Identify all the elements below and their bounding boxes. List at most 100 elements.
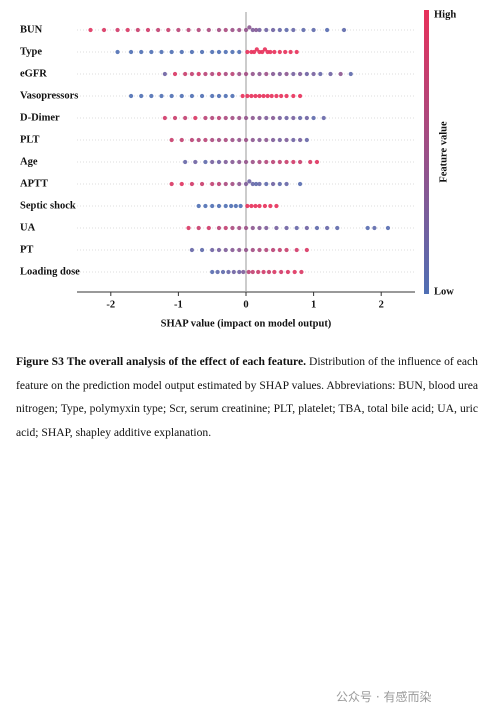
shap-point (193, 115, 198, 121)
shap-point (179, 137, 184, 143)
shap-point (250, 159, 255, 165)
shap-point (256, 269, 261, 275)
shap-point (101, 27, 107, 33)
feature-label: Vasopressors (20, 90, 78, 101)
shap-point (250, 115, 255, 121)
shap-point (237, 137, 242, 143)
shap-point (210, 71, 215, 77)
feature-label: PLT (20, 134, 39, 145)
shap-point (283, 49, 288, 55)
shap-point (240, 93, 245, 99)
shap-point (216, 181, 222, 187)
shap-point (210, 269, 215, 275)
shap-point (253, 93, 258, 99)
shap-point (311, 115, 316, 121)
shap-point (88, 27, 93, 33)
shap-point (237, 27, 242, 33)
shap-point (172, 71, 178, 77)
shap-point (260, 49, 265, 55)
shap-point (210, 159, 215, 165)
colorbar-label: Feature value (438, 121, 449, 183)
shap-point (254, 47, 259, 52)
shap-point (249, 93, 254, 99)
shap-point (277, 181, 282, 187)
shap-point (176, 27, 181, 33)
shap-point (270, 115, 276, 121)
shap-point (210, 181, 215, 187)
shap-point (264, 225, 269, 231)
shap-point (115, 49, 120, 55)
shap-point (304, 137, 309, 143)
shap-point (199, 49, 205, 55)
x-tick-label: 2 (379, 299, 384, 310)
shap-point (262, 47, 268, 52)
shap-point (284, 137, 289, 143)
shap-point (230, 71, 235, 77)
shap-point (277, 159, 282, 165)
shap-point (270, 71, 276, 77)
shap-point (230, 27, 235, 33)
shap-point (253, 203, 258, 209)
shap-point (257, 115, 262, 121)
shap-point (203, 137, 208, 143)
feature-label: Age (20, 156, 38, 167)
x-tick-label: 1 (311, 299, 316, 310)
shap-point (272, 49, 277, 55)
shap-point (156, 27, 161, 33)
shap-point (189, 181, 195, 187)
shap-point (277, 115, 282, 121)
shap-point (115, 27, 120, 33)
shap-point (279, 93, 284, 99)
shap-point (172, 115, 178, 121)
shap-point (230, 137, 235, 143)
shap-point (196, 225, 201, 231)
shap-point (183, 159, 188, 165)
shap-point (231, 269, 236, 275)
shap-point (145, 27, 151, 33)
shap-point (189, 93, 195, 99)
shap-point (321, 115, 326, 121)
shap-point (223, 27, 228, 33)
shap-point (243, 27, 249, 33)
shap-point (292, 269, 297, 275)
x-axis-label: SHAP value (impact on model output) (161, 318, 332, 329)
shap-point (193, 159, 198, 165)
shap-point (270, 27, 276, 33)
shap-point (206, 27, 211, 33)
shap-point (189, 49, 195, 55)
shap-point (269, 93, 274, 99)
shap-point (216, 159, 222, 165)
shap-point (261, 269, 266, 275)
shap-point (294, 225, 299, 231)
shap-point (210, 49, 215, 55)
shap-point (250, 247, 255, 253)
shap-point (229, 203, 234, 209)
shap-point (196, 71, 201, 77)
colorbar-low: Low (434, 286, 454, 297)
shap-point (297, 93, 303, 99)
shap-point (230, 93, 235, 99)
shap-point (265, 93, 270, 99)
shap-point (262, 203, 268, 209)
shap-point (162, 71, 167, 77)
feature-label: Type (20, 46, 42, 57)
shap-point (159, 49, 164, 55)
shap-point (149, 49, 154, 55)
shap-point (139, 49, 144, 55)
shap-point (279, 269, 284, 275)
shap-point (284, 225, 289, 231)
shap-point (252, 49, 257, 55)
shap-point (230, 159, 235, 165)
colorbar-high: High (434, 9, 456, 20)
shap-point (223, 115, 228, 121)
shap-point (223, 247, 228, 253)
shap-point (250, 181, 255, 187)
shap-point (223, 159, 228, 165)
feature-label: BUN (20, 24, 43, 35)
shap-point (299, 269, 304, 275)
shap-point (230, 225, 235, 231)
shap-point (169, 181, 174, 187)
shap-point (291, 27, 296, 33)
shap-point (245, 203, 250, 209)
shap-point (203, 159, 208, 165)
